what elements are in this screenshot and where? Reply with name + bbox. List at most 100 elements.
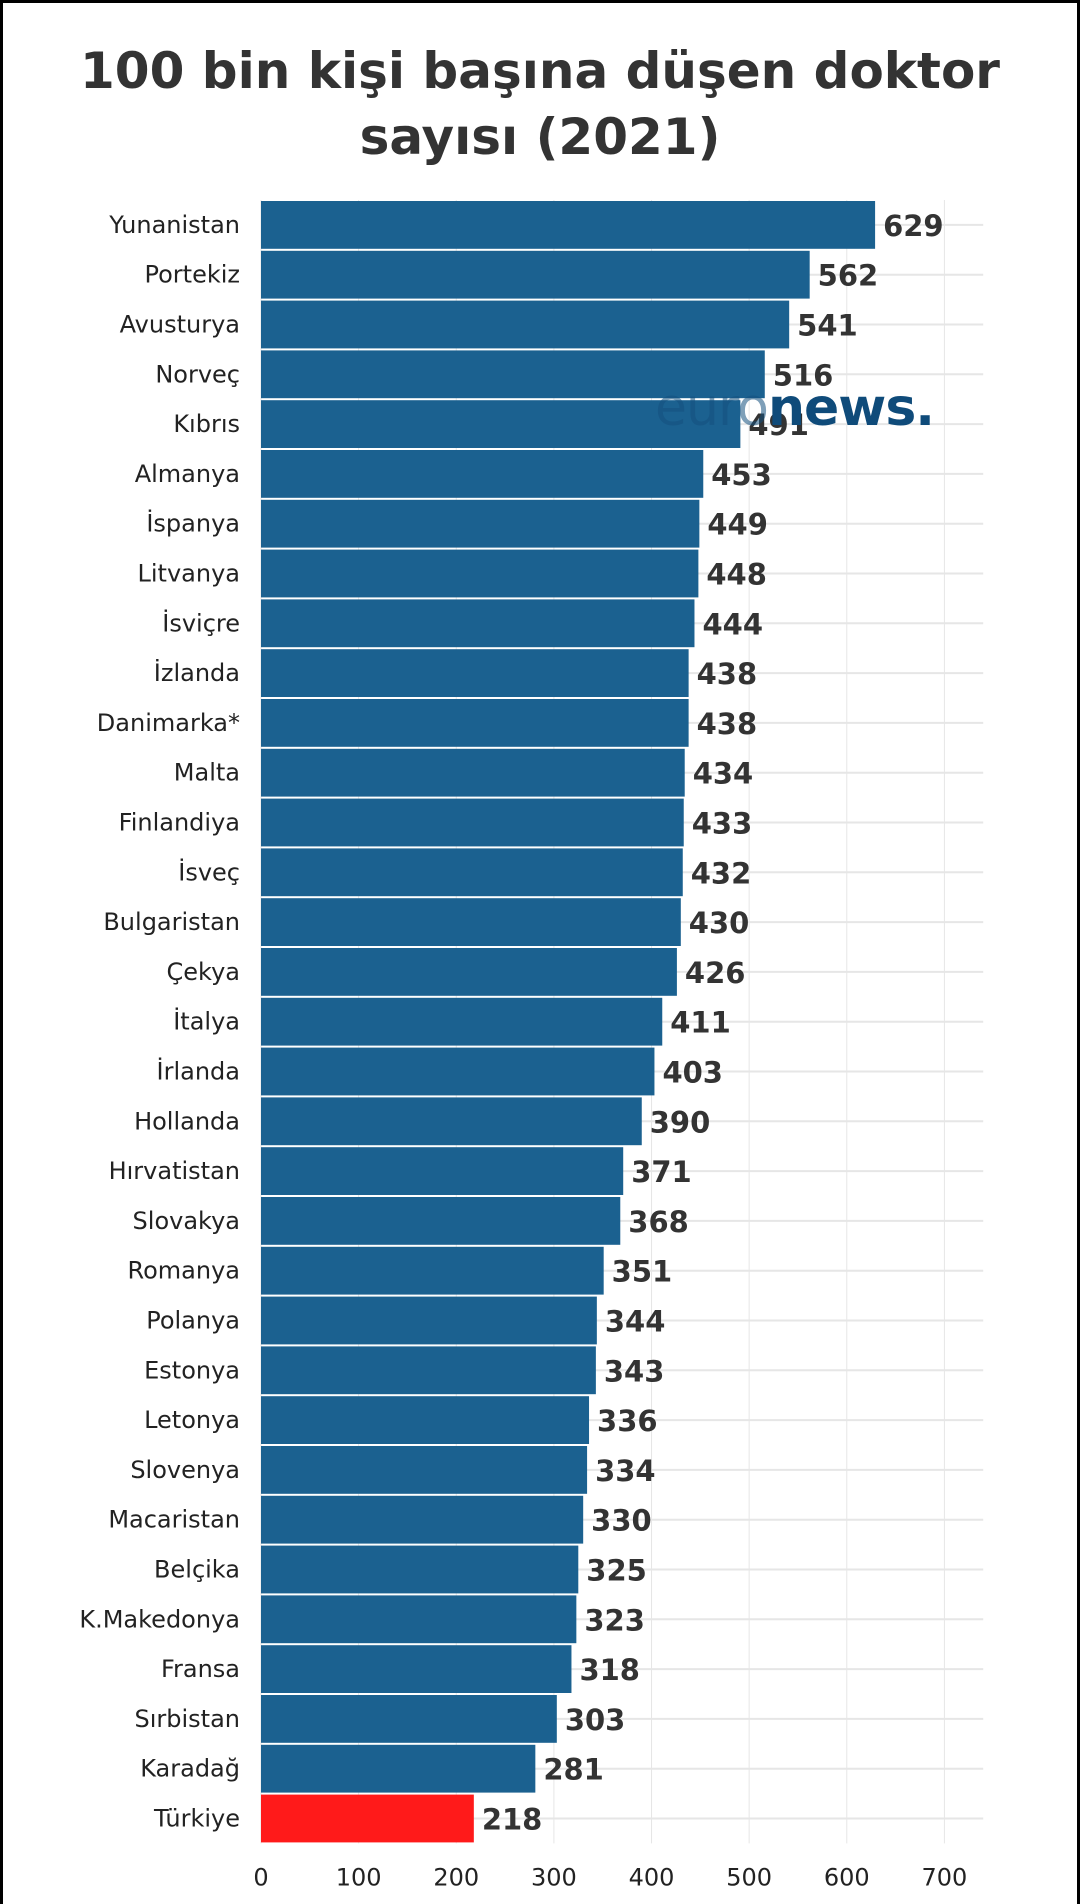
category-label: İrlanda — [157, 1057, 240, 1086]
value-label: 426 — [685, 956, 746, 990]
category-label: Karadağ — [140, 1755, 240, 1783]
bar — [261, 1346, 596, 1395]
bar — [261, 1595, 577, 1644]
value-label: 562 — [818, 259, 879, 293]
category-label: İsviçre — [162, 608, 240, 637]
category-label: K.Makedonya — [79, 1605, 240, 1633]
logo-text-light: euro — [655, 378, 769, 438]
bar — [261, 1495, 584, 1544]
value-label: 516 — [773, 358, 834, 392]
value-label: 444 — [702, 607, 763, 641]
bar — [261, 450, 704, 498]
bar — [261, 1147, 624, 1195]
value-label: 368 — [628, 1205, 689, 1239]
value-label: 330 — [591, 1504, 652, 1538]
category-label: İspanya — [146, 509, 240, 538]
bar — [261, 798, 684, 847]
category-label: Danimarka* — [97, 709, 240, 737]
value-label: 430 — [689, 906, 750, 940]
category-label: Fransa — [161, 1655, 240, 1683]
x-tick-label: 100 — [336, 1863, 382, 1891]
value-label: 336 — [597, 1404, 658, 1438]
euronews-logo: euronews. — [655, 378, 935, 438]
value-label: 303 — [565, 1703, 626, 1737]
bar — [261, 250, 810, 299]
category-label: Slovenya — [130, 1456, 240, 1484]
bar — [261, 350, 765, 399]
bar — [261, 400, 741, 448]
value-label: 411 — [670, 1006, 731, 1040]
category-label: Macaristan — [108, 1506, 240, 1534]
value-label: 343 — [604, 1354, 665, 1388]
x-tick-label: 700 — [922, 1863, 968, 1891]
bars — [261, 201, 876, 1843]
bar — [261, 1197, 621, 1245]
logo-text-dark: news. — [768, 378, 935, 438]
value-label: 351 — [612, 1255, 673, 1289]
bar — [261, 1545, 579, 1594]
category-label: Bulgaristan — [103, 908, 240, 936]
x-tick-label: 600 — [824, 1863, 870, 1891]
bar — [261, 1246, 604, 1295]
category-label: Yunanistan — [108, 211, 240, 239]
category-label: Almanya — [135, 460, 240, 488]
bar — [261, 997, 663, 1046]
bar — [261, 1645, 572, 1693]
bar — [261, 201, 876, 249]
bar — [261, 649, 689, 697]
value-label: 334 — [595, 1454, 656, 1488]
category-label: Norveç — [155, 360, 240, 388]
x-tick-label: 500 — [726, 1863, 772, 1891]
x-tick-label: 200 — [433, 1863, 479, 1891]
x-tick-label: 0 — [253, 1863, 268, 1891]
bar — [261, 1097, 642, 1146]
value-label: 403 — [662, 1056, 723, 1090]
x-tick-label: 300 — [531, 1863, 577, 1891]
category-label: İtalya — [173, 1007, 240, 1036]
value-label: 448 — [706, 558, 767, 592]
x-axis-ticks: 0 100 200 300 400 500 600 700 — [253, 1863, 967, 1891]
value-label: 449 — [707, 508, 768, 542]
value-label: 438 — [697, 707, 758, 741]
value-label: 491 — [748, 408, 809, 442]
bar — [261, 549, 699, 598]
bar — [261, 948, 677, 996]
category-label: Letonya — [144, 1406, 240, 1434]
category-labels: Yunanistan Portekiz Avusturya Norveç Kıbrıs A… — [79, 211, 240, 1833]
bar — [261, 898, 681, 946]
bar — [261, 1047, 655, 1096]
bar — [261, 848, 683, 897]
bar — [261, 599, 695, 648]
category-label: İzlanda — [154, 658, 240, 687]
value-label: 318 — [579, 1653, 640, 1687]
bar — [261, 748, 685, 797]
category-label: Finlandiya — [119, 809, 240, 837]
page-title: 100 bin kişi başına düşen doktor sayısı … — [80, 42, 1000, 166]
value-label: 629 — [883, 209, 944, 243]
category-label: Hollanda — [134, 1107, 240, 1135]
category-label: Türkiye — [153, 1805, 240, 1833]
bar — [261, 499, 700, 548]
category-label: Kıbrıs — [173, 410, 240, 438]
value-label: 325 — [586, 1554, 647, 1588]
x-tick-label: 400 — [629, 1863, 675, 1891]
value-label: 433 — [692, 807, 753, 841]
value-label: 344 — [605, 1305, 666, 1339]
category-label: Polanya — [146, 1307, 240, 1335]
value-label: 432 — [691, 856, 752, 890]
value-label: 453 — [711, 458, 772, 492]
category-label: Hırvatistan — [109, 1157, 240, 1185]
category-label: Slovakya — [133, 1207, 240, 1235]
bar — [261, 1695, 557, 1743]
category-label: Belçika — [154, 1556, 240, 1584]
category-label: Çekya — [167, 958, 240, 986]
bar — [261, 1794, 474, 1843]
bar — [261, 1396, 590, 1444]
bar — [261, 1744, 536, 1793]
value-label: 438 — [697, 657, 758, 691]
category-label: İsveç — [178, 857, 240, 886]
category-label: Portekiz — [144, 261, 240, 289]
value-label: 323 — [584, 1603, 645, 1637]
